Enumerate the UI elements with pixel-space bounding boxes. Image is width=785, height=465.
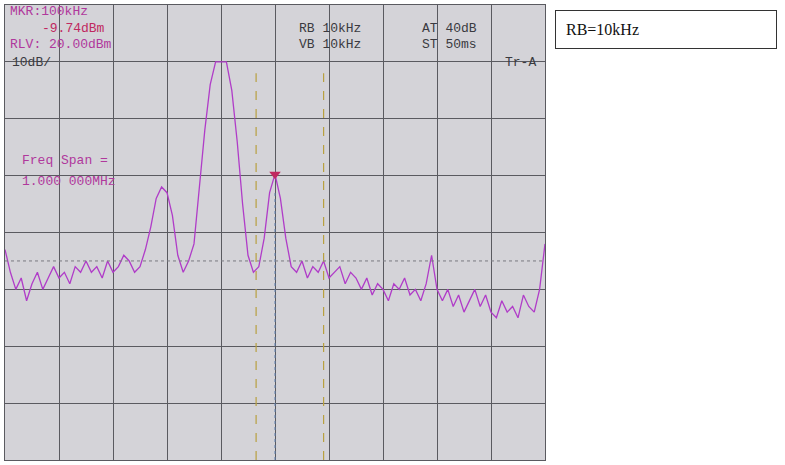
svg-text:Tr-A: Tr-A (505, 55, 536, 70)
svg-text:MKR:100kHz: MKR:100kHz (10, 4, 88, 19)
svg-text:10dB/: 10dB/ (12, 55, 51, 70)
svg-text:RB 10kHz: RB 10kHz (299, 21, 361, 36)
svg-text:RLV: 20.00dBm: RLV: 20.00dBm (10, 37, 112, 52)
svg-text:-9.74dBm: -9.74dBm (42, 21, 105, 36)
svg-text:VB 10kHz: VB 10kHz (299, 37, 361, 52)
svg-text:RB=10kHz: RB=10kHz (566, 21, 639, 38)
svg-text:AT 40dB: AT 40dB (422, 21, 477, 36)
svg-text:Freq Span =: Freq Span = (22, 153, 108, 168)
svg-text:1.000 000MHz: 1.000 000MHz (22, 174, 116, 189)
svg-text:ST 50ms: ST 50ms (422, 37, 477, 52)
